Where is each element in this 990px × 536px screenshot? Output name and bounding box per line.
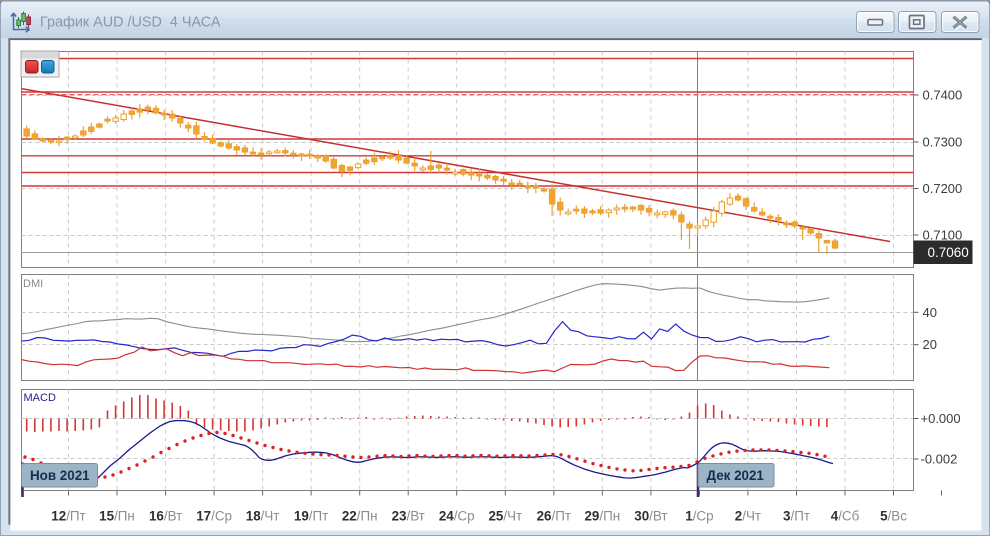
svg-text:30/Вт: 30/Вт [634,509,667,524]
svg-text:MACD: MACD [24,392,56,404]
svg-text:20: 20 [923,337,937,352]
svg-text:4/Сб: 4/Сб [831,509,860,524]
svg-text:0.7100: 0.7100 [923,228,963,243]
svg-text:0.7200: 0.7200 [923,181,963,196]
svg-text:40: 40 [923,305,937,320]
svg-text:12/Пт: 12/Пт [51,509,85,524]
svg-text:22/Пн: 22/Пн [342,509,378,524]
svg-text:Нов 2021: Нов 2021 [30,468,90,483]
svg-text:26/Пт: 26/Пт [537,509,571,524]
svg-text:18/Чт: 18/Чт [246,509,280,524]
svg-text:+0.000: +0.000 [921,411,961,426]
svg-text:23/Вт: 23/Вт [392,509,425,524]
svg-text:19/Пт: 19/Пт [294,509,328,524]
svg-text:Дек 2021: Дек 2021 [707,468,765,483]
svg-text:15/Пн: 15/Пн [99,509,135,524]
svg-text:3/Пт: 3/Пт [783,509,810,524]
svg-text:0.7300: 0.7300 [923,135,963,150]
svg-text:2/Чт: 2/Чт [735,509,761,524]
svg-text:График AUD /USD 4 ЧАСА: График AUD /USD 4 ЧАСА [40,15,221,31]
svg-text:29/Пн: 29/Пн [584,509,620,524]
svg-text:1/Ср: 1/Ср [685,509,713,524]
svg-text:5/Вс: 5/Вс [880,509,907,524]
svg-text:25/Чт: 25/Чт [488,509,522,524]
svg-text:-0.002: -0.002 [921,452,958,467]
svg-text:0.7400: 0.7400 [923,88,963,103]
svg-text:DMI: DMI [23,278,43,290]
svg-text:17/Ср: 17/Ср [196,509,232,524]
svg-text:0.7060: 0.7060 [928,245,969,260]
svg-text:16/Вт: 16/Вт [149,509,182,524]
svg-text:24/Ср: 24/Ср [439,509,475,524]
